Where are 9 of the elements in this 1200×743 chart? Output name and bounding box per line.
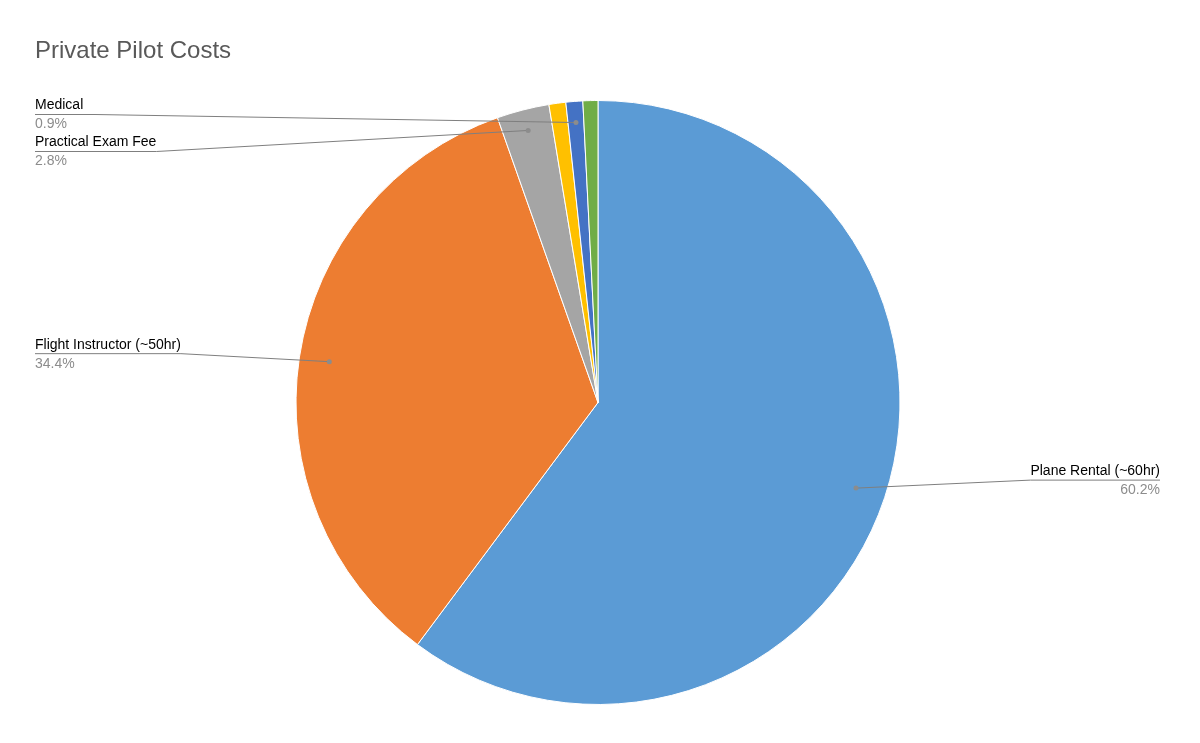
data-label: 60.2%: [1120, 480, 1160, 497]
slice-label: Medical: [35, 96, 84, 113]
data-label: 2.8%: [35, 152, 67, 169]
chart-title: Private Pilot Costs: [35, 36, 232, 63]
data-label: 0.9%: [35, 115, 67, 132]
slice-label: Flight Instructor (~50hr): [35, 335, 181, 352]
slice-label: Plane Rental (~60hr): [1030, 461, 1160, 478]
data-label: 34.4%: [35, 354, 75, 371]
slice-label: Practical Exam Fee: [35, 133, 157, 150]
